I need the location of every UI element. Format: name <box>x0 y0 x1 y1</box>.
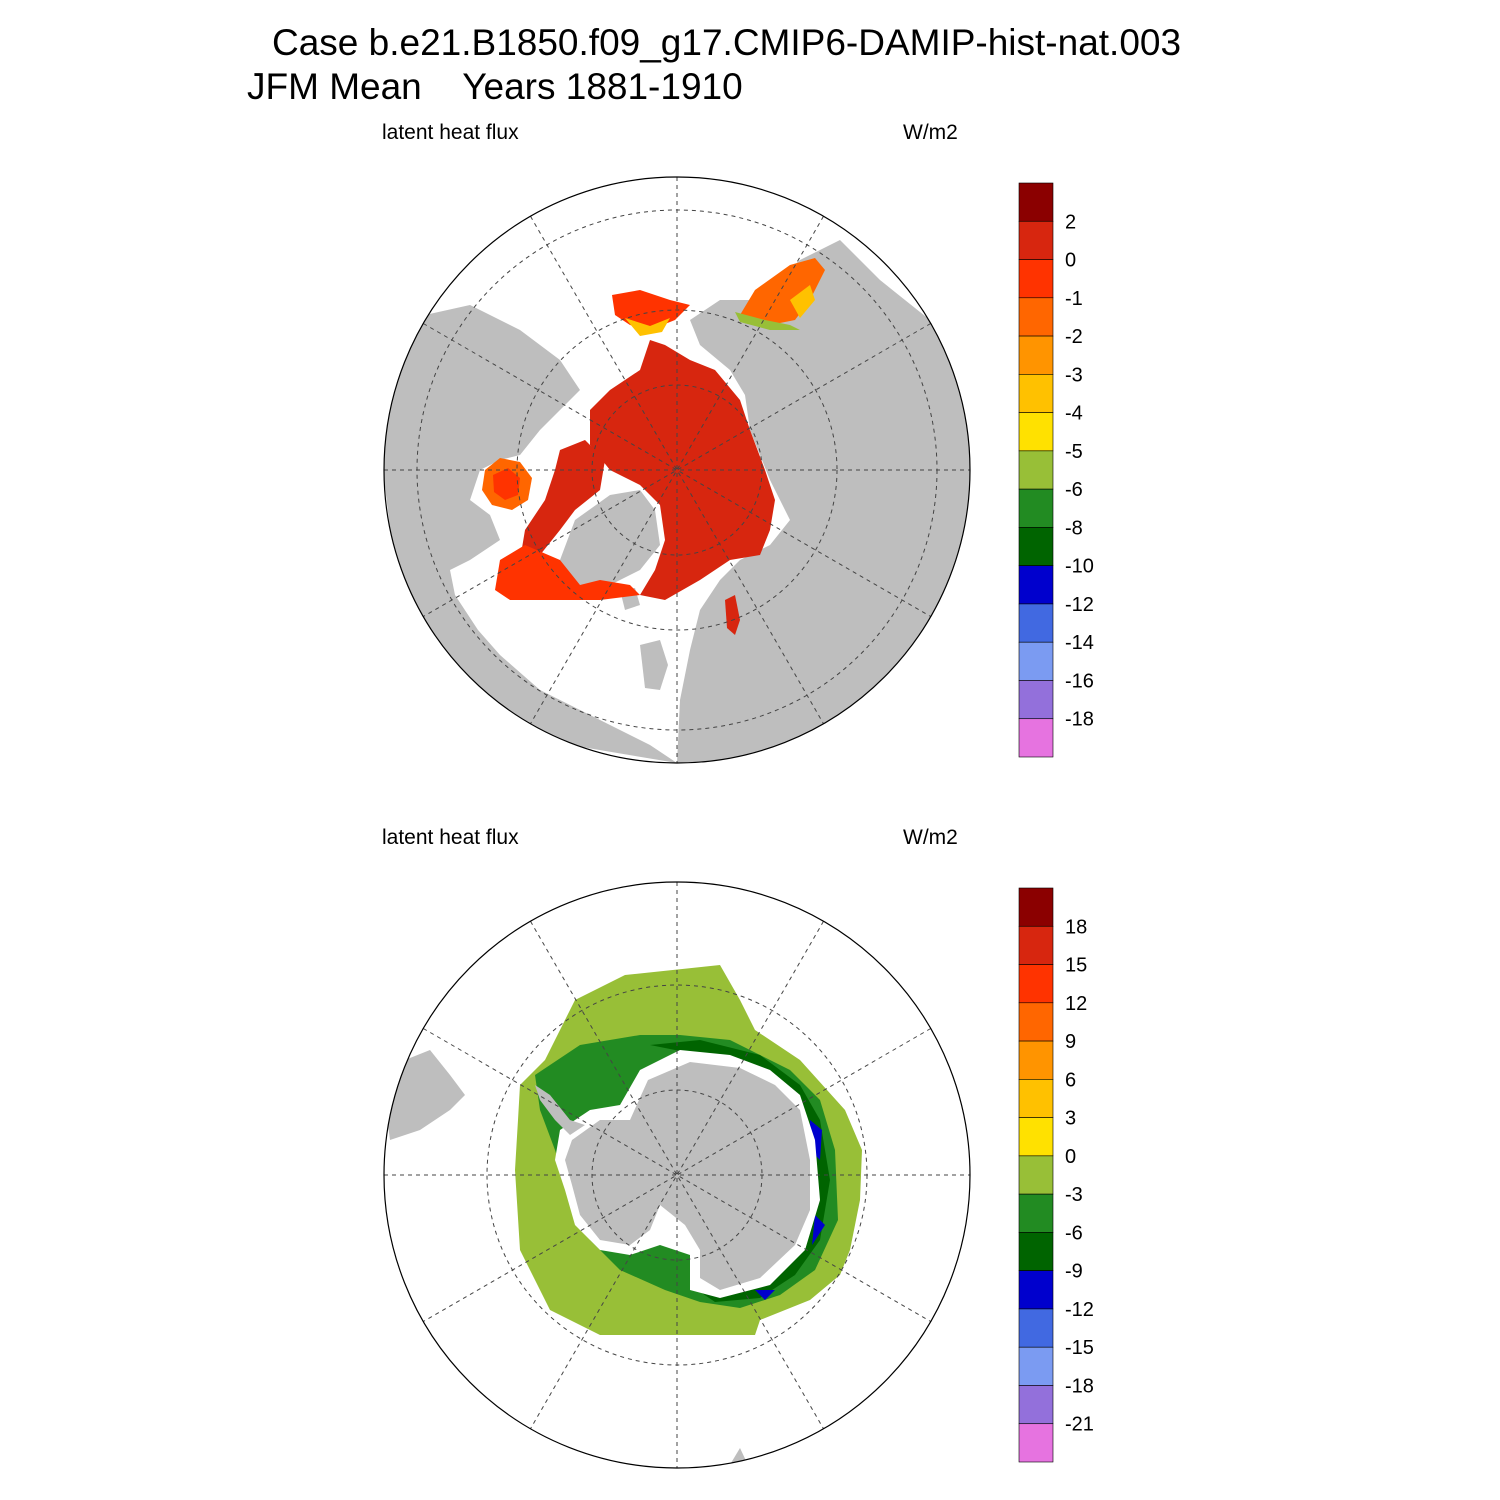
north-colorbar-box-4 <box>1018 335 1054 375</box>
south-colorbar-box-6 <box>1018 1117 1054 1157</box>
north-colorbar-box-0 <box>1018 182 1054 222</box>
north-colorbar-box-12 <box>1018 641 1054 681</box>
south-colorbar-tick-label: -18 <box>1065 1375 1094 1397</box>
north-colorbar-tick-label: -16 <box>1065 670 1094 692</box>
south-colorbar-box-10 <box>1018 1270 1054 1310</box>
north-colorbar-tick-label: -2 <box>1065 326 1083 348</box>
south-colorbar-tick-label: 9 <box>1065 1031 1076 1053</box>
south-colorbar: 18 15 12 9 6 3 0 -3 -6 -9 -12 -15 -18 -21 <box>1018 887 1094 1463</box>
coastal-blue-patches <box>755 1120 825 1300</box>
south-colorbar-tick-label: 0 <box>1065 1146 1076 1168</box>
baltic-sea-region <box>725 595 740 635</box>
north-colorbar-tick-label: -14 <box>1065 632 1094 654</box>
south-colorbar-box-12 <box>1018 1346 1054 1386</box>
south-colorbar-box-7 <box>1018 1155 1054 1195</box>
south-colorbar-box-9 <box>1018 1232 1054 1271</box>
south-colorbar-tick-label: 12 <box>1065 993 1087 1015</box>
south-graticule <box>384 882 970 1468</box>
north-colorbar-box-13 <box>1018 680 1054 720</box>
north-colorbar-box-14 <box>1018 718 1054 758</box>
okhotsk-edge-yellow <box>790 285 815 318</box>
north-units-label: W/m2 <box>903 121 958 144</box>
figure-title-line-1: Case b.e21.B1850.f09_g17.CMIP6-DAMIP-his… <box>272 22 1182 63</box>
south-sea-ice-field <box>515 965 862 1335</box>
antarctica-land <box>565 1062 810 1290</box>
south-colorbar-box-14 <box>1018 1423 1054 1463</box>
south-colorbar-box-4 <box>1018 1040 1054 1080</box>
south-colorbar-tick-label: 18 <box>1065 916 1087 938</box>
greenland-land <box>560 490 660 590</box>
north-colorbar-box-10 <box>1018 565 1054 605</box>
north-colorbar-tick-label: -10 <box>1065 556 1094 578</box>
south-colorbar-box-13 <box>1018 1385 1054 1425</box>
south-colorbar-tick-label: -21 <box>1065 1414 1094 1436</box>
south-colorbar-tick-label: -9 <box>1065 1261 1083 1283</box>
south-colorbar-box-11 <box>1018 1308 1054 1348</box>
north-colorbar-tick-label: -3 <box>1065 364 1083 386</box>
south-map-boundary <box>383 881 971 1469</box>
south-colorbar-box-3 <box>1018 1002 1054 1042</box>
south-left-label: latent heat flux <box>382 826 519 849</box>
north-colorbar-tick-label: 2 <box>1065 211 1076 233</box>
south-colorbar-tick-label: 3 <box>1065 1108 1076 1130</box>
north-colorbar-box-3 <box>1018 297 1054 337</box>
north-colorbar-tick-label: -12 <box>1065 594 1094 616</box>
south-colorbar-tick-label: -3 <box>1065 1184 1083 1206</box>
north-colorbar-box-1 <box>1018 220 1054 260</box>
british-isles-land <box>640 640 668 690</box>
north-colorbar-tick-label: -6 <box>1065 479 1083 501</box>
south-colorbar-tick-label: -6 <box>1065 1222 1083 1244</box>
south-colorbar-tick-label: -15 <box>1065 1337 1094 1359</box>
north-colorbar-tick-label: 0 <box>1065 250 1076 272</box>
south-america-tip-land <box>384 1050 465 1140</box>
canadian-archipelago-region <box>520 440 605 560</box>
south-colorbar-tick-label: 15 <box>1065 955 1087 977</box>
north-colorbar-tick-label: -5 <box>1065 441 1083 463</box>
north-land <box>384 240 970 763</box>
north-left-label: latent heat flux <box>382 121 519 144</box>
north-colorbar-tick-label: -1 <box>1065 288 1083 310</box>
north-colorbar-tick-label: -8 <box>1065 517 1083 539</box>
south-colorbar-box-5 <box>1018 1079 1054 1118</box>
south-colorbar-tick-label: 6 <box>1065 1069 1076 1091</box>
south-colorbar-box-0 <box>1018 887 1054 927</box>
south-colorbar-box-2 <box>1018 964 1054 1004</box>
north-map-boundary <box>383 176 971 764</box>
figure-title-line-2: JFM Mean Years 1881-1910 <box>247 66 743 107</box>
okhotsk-edge-green <box>735 312 800 330</box>
north-colorbar: 2 0 -1 -2 -3 -4 -5 -6 -8 -10 -12 -14 -16 -18 <box>1018 182 1094 758</box>
north-colorbar-box-2 <box>1018 259 1054 299</box>
north-colorbar-tick-label: -4 <box>1065 403 1083 425</box>
south-colorbar-tick-label: -12 <box>1065 1299 1094 1321</box>
north-colorbar-box-5 <box>1018 374 1054 413</box>
south-units-label: W/m2 <box>903 826 958 849</box>
south-colorbar-box-8 <box>1018 1193 1054 1233</box>
north-colorbar-box-8 <box>1018 488 1054 528</box>
north-colorbar-box-9 <box>1018 527 1054 566</box>
north-colorbar-box-7 <box>1018 450 1054 490</box>
south-polar-map: 18 15 12 9 6 3 0 -3 -6 -9 -12 -15 -18 -21 <box>383 881 1094 1469</box>
north-colorbar-box-11 <box>1018 603 1054 643</box>
bering-sea-edge <box>625 318 670 336</box>
north-america-land <box>384 305 677 763</box>
north-graticule <box>384 177 970 763</box>
antarctic-peninsula-land <box>535 1085 585 1135</box>
south-colorbar-box-1 <box>1018 925 1054 965</box>
hudson-bay-inner <box>493 468 520 500</box>
bering-sea-region <box>612 290 690 330</box>
north-colorbar-box-6 <box>1018 412 1054 452</box>
labrador-sea-region <box>495 545 640 600</box>
north-colorbar-tick-label: -18 <box>1065 709 1094 731</box>
north-polar-map: 2 0 -1 -2 -3 -4 -5 -6 -8 -10 -12 -14 -16 -18 <box>383 176 1094 764</box>
eurasia-land <box>677 240 970 763</box>
